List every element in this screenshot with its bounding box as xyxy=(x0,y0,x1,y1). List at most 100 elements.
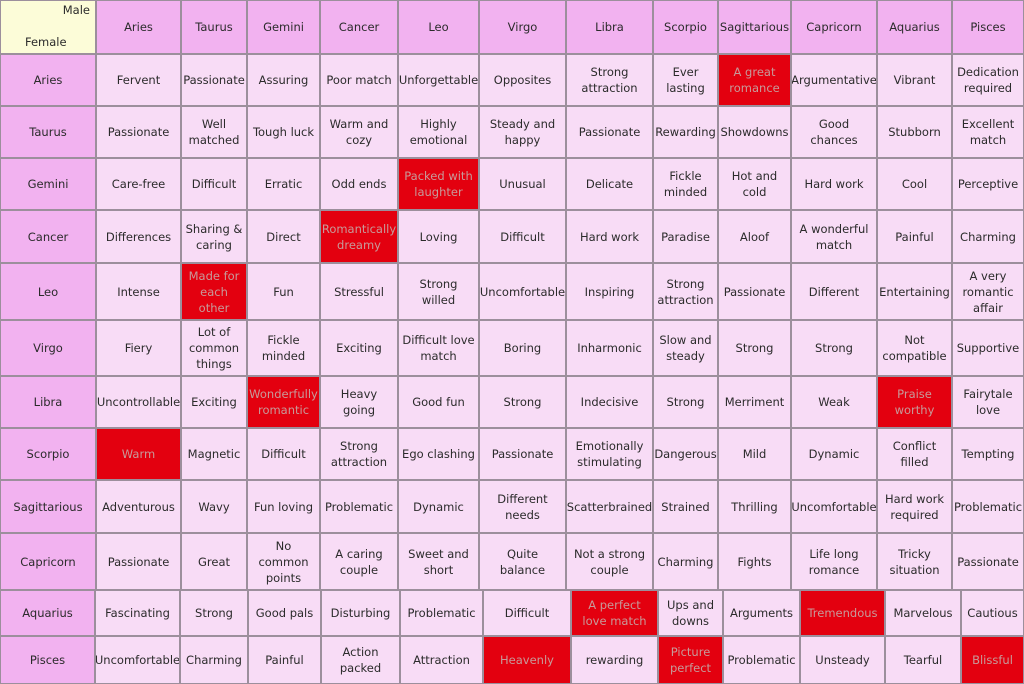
match-cell-virgo-aries: Fiery xyxy=(96,320,181,376)
match-cell-libra-sagittarious: Merriment xyxy=(718,376,791,428)
female-header-capricorn: Capricorn xyxy=(0,533,96,590)
female-header-gemini: Gemini xyxy=(0,158,96,210)
match-cell-virgo-taurus: Lot of common things xyxy=(181,320,247,376)
male-header-cancer: Cancer xyxy=(320,0,398,54)
female-header-taurus: Taurus xyxy=(0,106,96,158)
match-cell-capricorn-leo: Sweet and short xyxy=(398,533,479,590)
match-cell-scorpio-pisces: Tempting xyxy=(952,428,1024,480)
match-cell-sagittarious-taurus: Wavy xyxy=(181,480,247,533)
match-cell-aries-aquarius: Vibrant xyxy=(877,54,952,106)
match-cell-capricorn-aquarius: Tricky situation xyxy=(877,533,952,590)
male-header-scorpio: Scorpio xyxy=(653,0,718,54)
match-cell-aquarius-virgo: Difficult xyxy=(483,590,571,636)
match-cell-pisces-aquarius: Tearful xyxy=(885,636,961,684)
match-cell-virgo-sagittarious: Strong xyxy=(718,320,791,376)
match-cell-virgo-capricorn: Strong xyxy=(791,320,877,376)
match-cell-aries-pisces: Dedication required xyxy=(952,54,1024,106)
match-cell-libra-virgo: Strong xyxy=(479,376,566,428)
match-cell-libra-capricorn: Weak xyxy=(791,376,877,428)
match-cell-taurus-aries: Passionate xyxy=(96,106,181,158)
match-cell-pisces-gemini: Painful xyxy=(248,636,321,684)
match-cell-taurus-taurus: Well matched xyxy=(181,106,247,158)
match-cell-gemini-aries: Care-free xyxy=(96,158,181,210)
match-cell-aries-sagittarious: A great romance xyxy=(718,54,791,106)
match-cell-gemini-libra: Delicate xyxy=(566,158,653,210)
match-cell-sagittarious-virgo: Different needs xyxy=(479,480,566,533)
match-cell-capricorn-taurus: Great xyxy=(181,533,247,590)
match-cell-gemini-capricorn: Hard work xyxy=(791,158,877,210)
match-cell-pisces-cancer: Action packed xyxy=(321,636,400,684)
match-cell-scorpio-aries: Warm xyxy=(96,428,181,480)
match-cell-libra-leo: Good fun xyxy=(398,376,479,428)
match-cell-aquarius-aries: Fascinating xyxy=(95,590,180,636)
match-cell-taurus-virgo: Steady and happy xyxy=(479,106,566,158)
female-header-sagittarious: Sagittarious xyxy=(0,480,96,533)
match-cell-aries-virgo: Opposites xyxy=(479,54,566,106)
match-cell-sagittarious-sagittarious: Thrilling xyxy=(718,480,791,533)
match-cell-cancer-gemini: Direct xyxy=(247,210,320,263)
match-cell-aries-libra: Strong attraction xyxy=(566,54,653,106)
match-cell-leo-taurus: Made for each other xyxy=(181,263,247,320)
match-cell-scorpio-libra: Emotionally stimulating xyxy=(566,428,653,480)
match-cell-taurus-leo: Highly emotional xyxy=(398,106,479,158)
match-cell-capricorn-virgo: Quite balance xyxy=(479,533,566,590)
match-cell-virgo-pisces: Supportive xyxy=(952,320,1024,376)
match-cell-leo-capricorn: Different xyxy=(791,263,877,320)
match-cell-capricorn-capricorn: Life long romance xyxy=(791,533,877,590)
match-cell-leo-cancer: Stressful xyxy=(320,263,398,320)
match-cell-cancer-aquarius: Painful xyxy=(877,210,952,263)
match-cell-virgo-cancer: Exciting xyxy=(320,320,398,376)
male-header-sagittarious: Sagittarious xyxy=(718,0,791,54)
match-cell-sagittarious-leo: Dynamic xyxy=(398,480,479,533)
match-cell-virgo-virgo: Boring xyxy=(479,320,566,376)
female-header-pisces: Pisces xyxy=(0,636,95,684)
match-cell-gemini-sagittarious: Hot and cold xyxy=(718,158,791,210)
match-cell-pisces-leo: Attraction xyxy=(400,636,483,684)
match-cell-pisces-taurus: Charming xyxy=(180,636,248,684)
match-cell-aquarius-pisces: Cautious xyxy=(961,590,1024,636)
match-cell-scorpio-leo: Ego clashing xyxy=(398,428,479,480)
match-cell-taurus-pisces: Excellent match xyxy=(952,106,1024,158)
match-cell-leo-aries: Intense xyxy=(96,263,181,320)
male-header-aquarius: Aquarius xyxy=(877,0,952,54)
match-cell-pisces-aries: Uncomfortable xyxy=(95,636,180,684)
match-cell-leo-pisces: A very romantic affair xyxy=(952,263,1024,320)
match-cell-pisces-scorpio: Picture perfect xyxy=(658,636,723,684)
match-cell-capricorn-scorpio: Charming xyxy=(653,533,718,590)
match-cell-capricorn-gemini: No common points xyxy=(247,533,320,590)
match-cell-sagittarious-aquarius: Hard work required xyxy=(877,480,952,533)
match-cell-capricorn-sagittarious: Fights xyxy=(718,533,791,590)
female-header-cancer: Cancer xyxy=(0,210,96,263)
match-cell-cancer-libra: Hard work xyxy=(566,210,653,263)
match-cell-leo-scorpio: Strong attraction xyxy=(653,263,718,320)
match-cell-libra-scorpio: Strong xyxy=(653,376,718,428)
match-cell-aries-scorpio: Ever lasting xyxy=(653,54,718,106)
match-cell-cancer-scorpio: Paradise xyxy=(653,210,718,263)
match-cell-gemini-scorpio: Fickle minded xyxy=(653,158,718,210)
female-header-leo: Leo xyxy=(0,263,96,320)
match-cell-libra-cancer: Heavy going xyxy=(320,376,398,428)
match-cell-aries-leo: Unforgettable xyxy=(398,54,479,106)
male-header-libra: Libra xyxy=(566,0,653,54)
male-header-aries: Aries xyxy=(96,0,181,54)
male-header-pisces: Pisces xyxy=(952,0,1024,54)
match-cell-aquarius-capricorn: Tremendous xyxy=(800,590,885,636)
match-cell-sagittarious-aries: Adventurous xyxy=(96,480,181,533)
match-cell-pisces-sagittarious: Problematic xyxy=(723,636,800,684)
match-cell-capricorn-cancer: A caring couple xyxy=(320,533,398,590)
match-cell-aquarius-sagittarious: Arguments xyxy=(723,590,800,636)
female-header-aries: Aries xyxy=(0,54,96,106)
match-cell-gemini-gemini: Erratic xyxy=(247,158,320,210)
match-cell-sagittarious-scorpio: Strained xyxy=(653,480,718,533)
female-header-scorpio: Scorpio xyxy=(0,428,96,480)
match-cell-taurus-cancer: Warm and cozy xyxy=(320,106,398,158)
match-cell-sagittarious-capricorn: Uncomfortable xyxy=(791,480,877,533)
corner-cell: Male Female xyxy=(0,0,96,54)
match-cell-gemini-cancer: Odd ends xyxy=(320,158,398,210)
match-cell-pisces-libra: rewarding xyxy=(571,636,658,684)
match-cell-aquarius-libra: A perfect love match xyxy=(571,590,658,636)
match-cell-scorpio-virgo: Passionate xyxy=(479,428,566,480)
match-cell-gemini-aquarius: Cool xyxy=(877,158,952,210)
match-cell-capricorn-libra: Not a strong couple xyxy=(566,533,653,590)
